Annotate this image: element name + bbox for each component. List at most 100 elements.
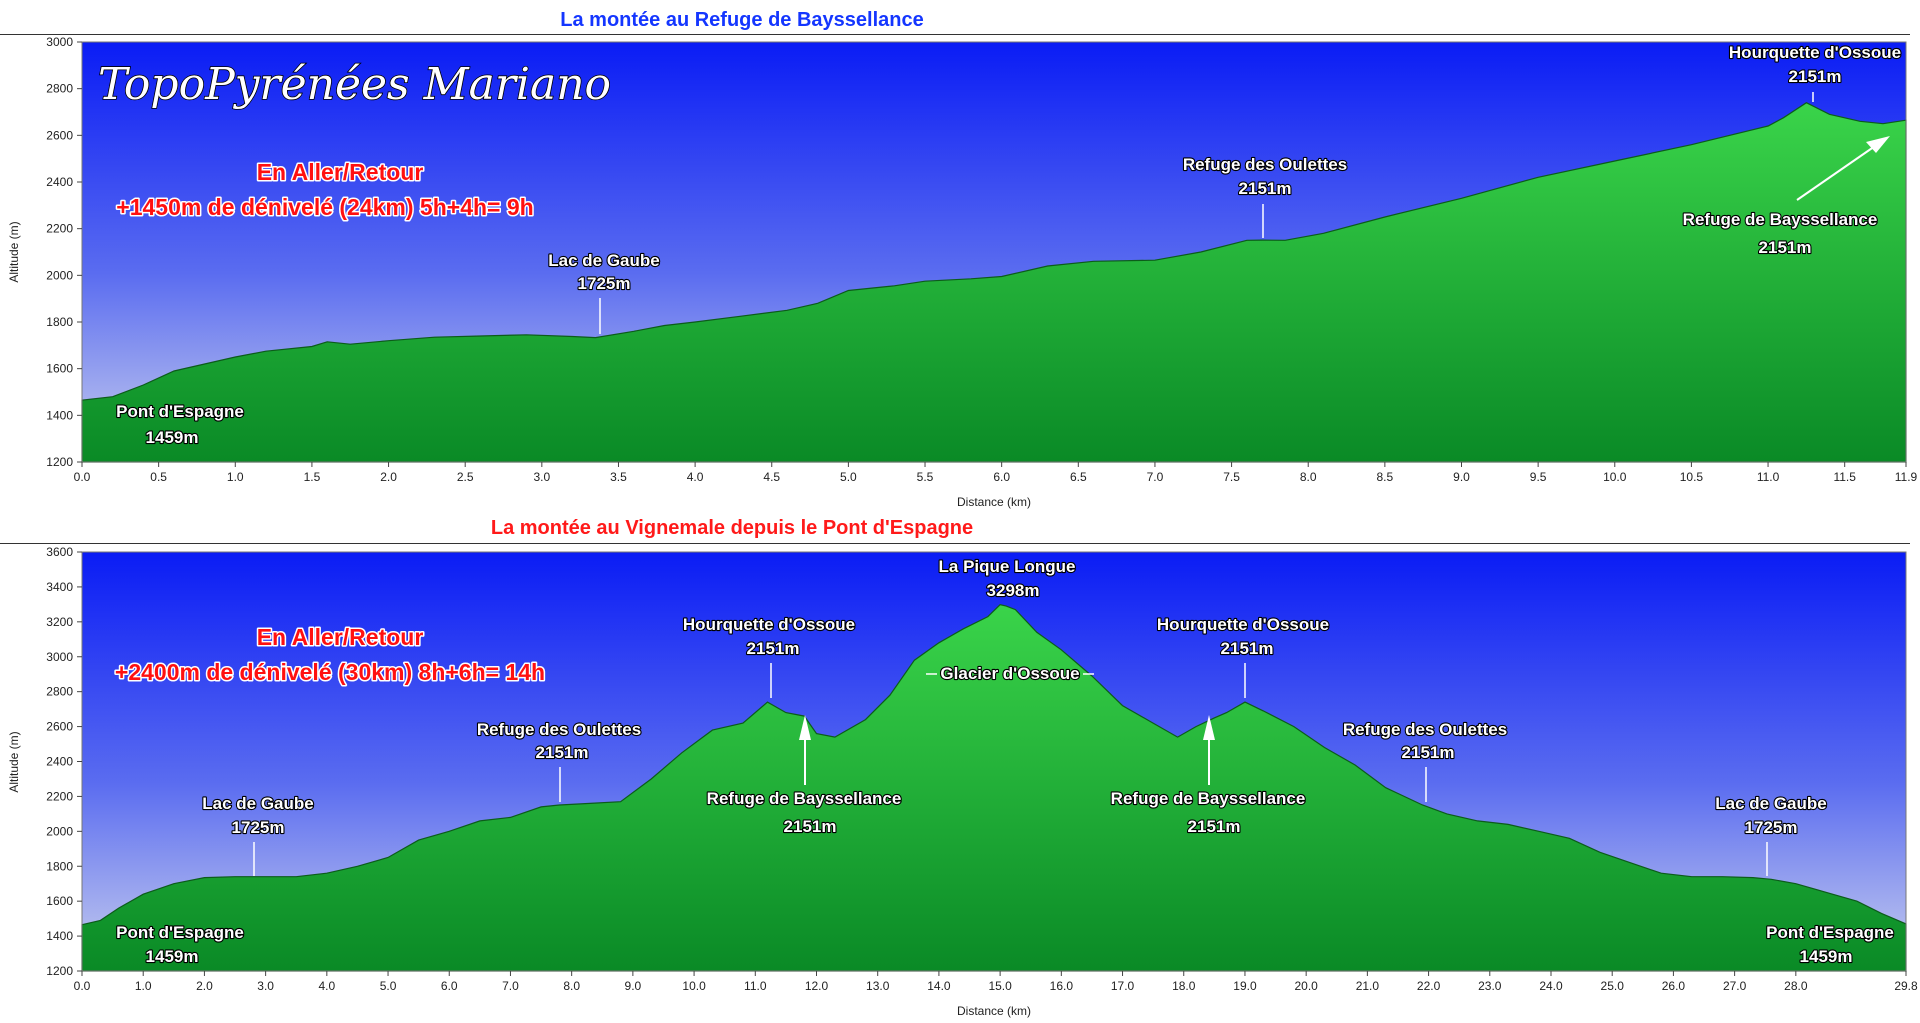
logo-text: TopoPyrénées Mariano <box>98 59 611 110</box>
chart-2-annotation-name: Lac de Gaube <box>202 794 313 813</box>
chart-1-annotation-hourquette-ossoue: Hourquette d'Ossoue 2151m <box>1728 42 1902 102</box>
x-tick-label: 22.0 <box>1417 979 1441 993</box>
chart-1-annotation-alt: 1459m <box>146 428 199 447</box>
chart-2-annotation-arrowhead <box>1203 715 1215 740</box>
chart-2-annotation-alt: 1459m <box>1800 947 1853 966</box>
y-tick-label: 2800 <box>46 82 73 96</box>
chart-2-annotation-pont-espagne-right: Pont d'Espagne 1459m <box>1765 922 1895 967</box>
chart-1-annotation-arrowhead <box>1866 136 1890 153</box>
y-tick-label: 1400 <box>46 408 73 422</box>
x-tick-label: 7.0 <box>1147 470 1164 484</box>
chart-2-annotation-name: Pont d'Espagne <box>116 923 244 942</box>
x-tick-label: 25.0 <box>1601 979 1625 993</box>
x-tick-label: 9.0 <box>1453 470 1470 484</box>
chart-2-stats-line-2: +2400m de dénivelé (30km) 8h+6h= 14h <box>115 659 545 685</box>
chart-2-annotation-name: Hourquette d'Ossoue <box>683 615 855 634</box>
y-tick-label: 2000 <box>46 824 73 838</box>
x-tick-label: 4.0 <box>687 470 704 484</box>
chart-1-title: La montée au Refuge de Bayssellance <box>560 9 923 31</box>
x-tick-label: 6.5 <box>1070 470 1087 484</box>
chart-2-y-axis-label: Altitude (m) <box>7 731 21 792</box>
x-tick-label: 8.5 <box>1377 470 1394 484</box>
y-tick-label: 1400 <box>46 929 73 943</box>
y-tick-label: 3400 <box>46 580 73 594</box>
x-tick-label: 21.0 <box>1356 979 1380 993</box>
chart-2-annotation-name: Hourquette d'Ossoue <box>1157 615 1329 634</box>
chart-2-annotation-alt: 3298m <box>987 581 1040 600</box>
x-tick-label: 10.5 <box>1680 470 1704 484</box>
x-tick-label: 26.0 <box>1662 979 1686 993</box>
chart-1-annotation-alt: 2151m <box>1239 179 1292 198</box>
chart-2-annotation-pique-longue: La Pique Longue 3298m <box>937 556 1076 601</box>
x-tick-label: 16.0 <box>1050 979 1074 993</box>
x-tick-label: 2.0 <box>380 470 397 484</box>
chart-2-annotation-alt: 2151m <box>1402 743 1455 762</box>
x-tick-label: 27.0 <box>1723 979 1747 993</box>
chart-2-annotation-arrowhead <box>799 715 811 740</box>
y-tick-label: 3600 <box>46 545 73 559</box>
y-tick-label: 2600 <box>46 128 73 142</box>
chart-2-annotation-name: Lac de Gaube <box>1715 794 1826 813</box>
chart-2-elevation-area <box>81 604 1907 972</box>
x-tick-label: 1.0 <box>135 979 152 993</box>
x-tick-label: 8.0 <box>1300 470 1317 484</box>
x-tick-label: 2.0 <box>196 979 213 993</box>
x-tick-label: 20.0 <box>1294 979 1318 993</box>
chart-1-annotation-name: Pont d'Espagne <box>116 402 244 421</box>
chart-2-annotation-alt: 2151m <box>1188 817 1241 836</box>
chart-1-annotation-name: Hourquette d'Ossoue <box>1729 43 1901 62</box>
x-tick-label: 19.0 <box>1233 979 1257 993</box>
chart-2-annotation-alt: 2151m <box>536 743 589 762</box>
chart-2-annotation-name: Refuge des Oulettes <box>477 720 641 739</box>
chart-1-annotation-refuge-oulettes: Refuge des Oulettes 2151m <box>1182 154 1348 238</box>
chart-2-annotation-name: Pont d'Espagne <box>1766 923 1894 942</box>
x-tick-label: 11.0 <box>1757 470 1780 484</box>
chart-1-annotation-pont-espagne: Pont d'Espagne 1459m <box>115 401 245 448</box>
x-tick-label: 0.5 <box>150 470 167 484</box>
chart-2-x-axis-label: Distance (km) <box>957 1004 1031 1018</box>
chart-2-annotation-glacier-ossoue: Glacier d'Ossoue <box>926 663 1094 684</box>
x-tick-label: 10.0 <box>682 979 706 993</box>
chart-1-x-axis-label: Distance (km) <box>957 495 1031 509</box>
chart-1-y-axis-label: Altitude (m) <box>7 221 21 282</box>
chart-2: La montée au Vignemale depuis le Pont d'… <box>0 516 1918 1018</box>
x-tick-label: 15.0 <box>988 979 1012 993</box>
x-tick-label: 4.0 <box>318 979 335 993</box>
y-tick-label: 1600 <box>46 894 73 908</box>
x-tick-label: 3.5 <box>610 470 627 484</box>
x-tick-label: 12.0 <box>805 979 829 993</box>
x-tick-label: 5.5 <box>917 470 934 484</box>
y-tick-label: 2800 <box>46 685 73 699</box>
y-tick-label: 3200 <box>46 615 73 629</box>
y-tick-label: 3000 <box>46 650 73 664</box>
x-tick-label: 11.5 <box>1833 470 1856 484</box>
y-tick-label: 1800 <box>46 315 73 329</box>
x-tick-label: 9.0 <box>625 979 642 993</box>
y-tick-label: 2000 <box>46 268 73 282</box>
y-tick-label: 2200 <box>46 789 73 803</box>
y-tick-label: 1600 <box>46 362 73 376</box>
chart-2-annotation-name: Refuge de Bayssellance <box>1111 789 1306 808</box>
chart-1-annotation-name: Refuge des Oulettes <box>1183 155 1347 174</box>
y-tick-label: 2400 <box>46 755 73 769</box>
chart-2-annotation-alt: 2151m <box>1221 639 1274 658</box>
x-tick-label: 8.0 <box>563 979 580 993</box>
x-tick-label: 0.0 <box>74 470 91 484</box>
y-tick-label: 2400 <box>46 175 73 189</box>
chart-1-annotation-arrow <box>1796 143 1879 201</box>
chart-1-stats-line-2: +1450m de dénivelé (24km) 5h+4h= 9h <box>116 194 533 220</box>
chart-2-annotation-alt: 1725m <box>1745 818 1798 837</box>
chart-2-annotation-name: Glacier d'Ossoue <box>940 664 1079 683</box>
chart-2-annotation-hourquette-ossoue-right: Hourquette d'Ossoue 2151m <box>1156 614 1330 698</box>
x-tick-label: 3.0 <box>257 979 274 993</box>
chart-2-annotation-name: La Pique Longue <box>939 557 1076 576</box>
x-tick-label: 7.5 <box>1223 470 1240 484</box>
chart-1-annotation-name: Refuge de Bayssellance <box>1683 210 1878 229</box>
chart-2-annotation-lac-gaube-left: Lac de Gaube 1725m <box>201 793 315 876</box>
chart-2-annotation-alt: 1459m <box>146 947 199 966</box>
chart-2-annotation-refuge-oulettes-right: Refuge des Oulettes 2151m <box>1342 719 1508 802</box>
chart-2-annotation-refuge-bayssellance-right: Refuge de Bayssellance 2151m <box>1110 715 1306 837</box>
x-tick-label: 29.8 <box>1894 979 1918 993</box>
x-tick-label: 5.0 <box>380 979 397 993</box>
